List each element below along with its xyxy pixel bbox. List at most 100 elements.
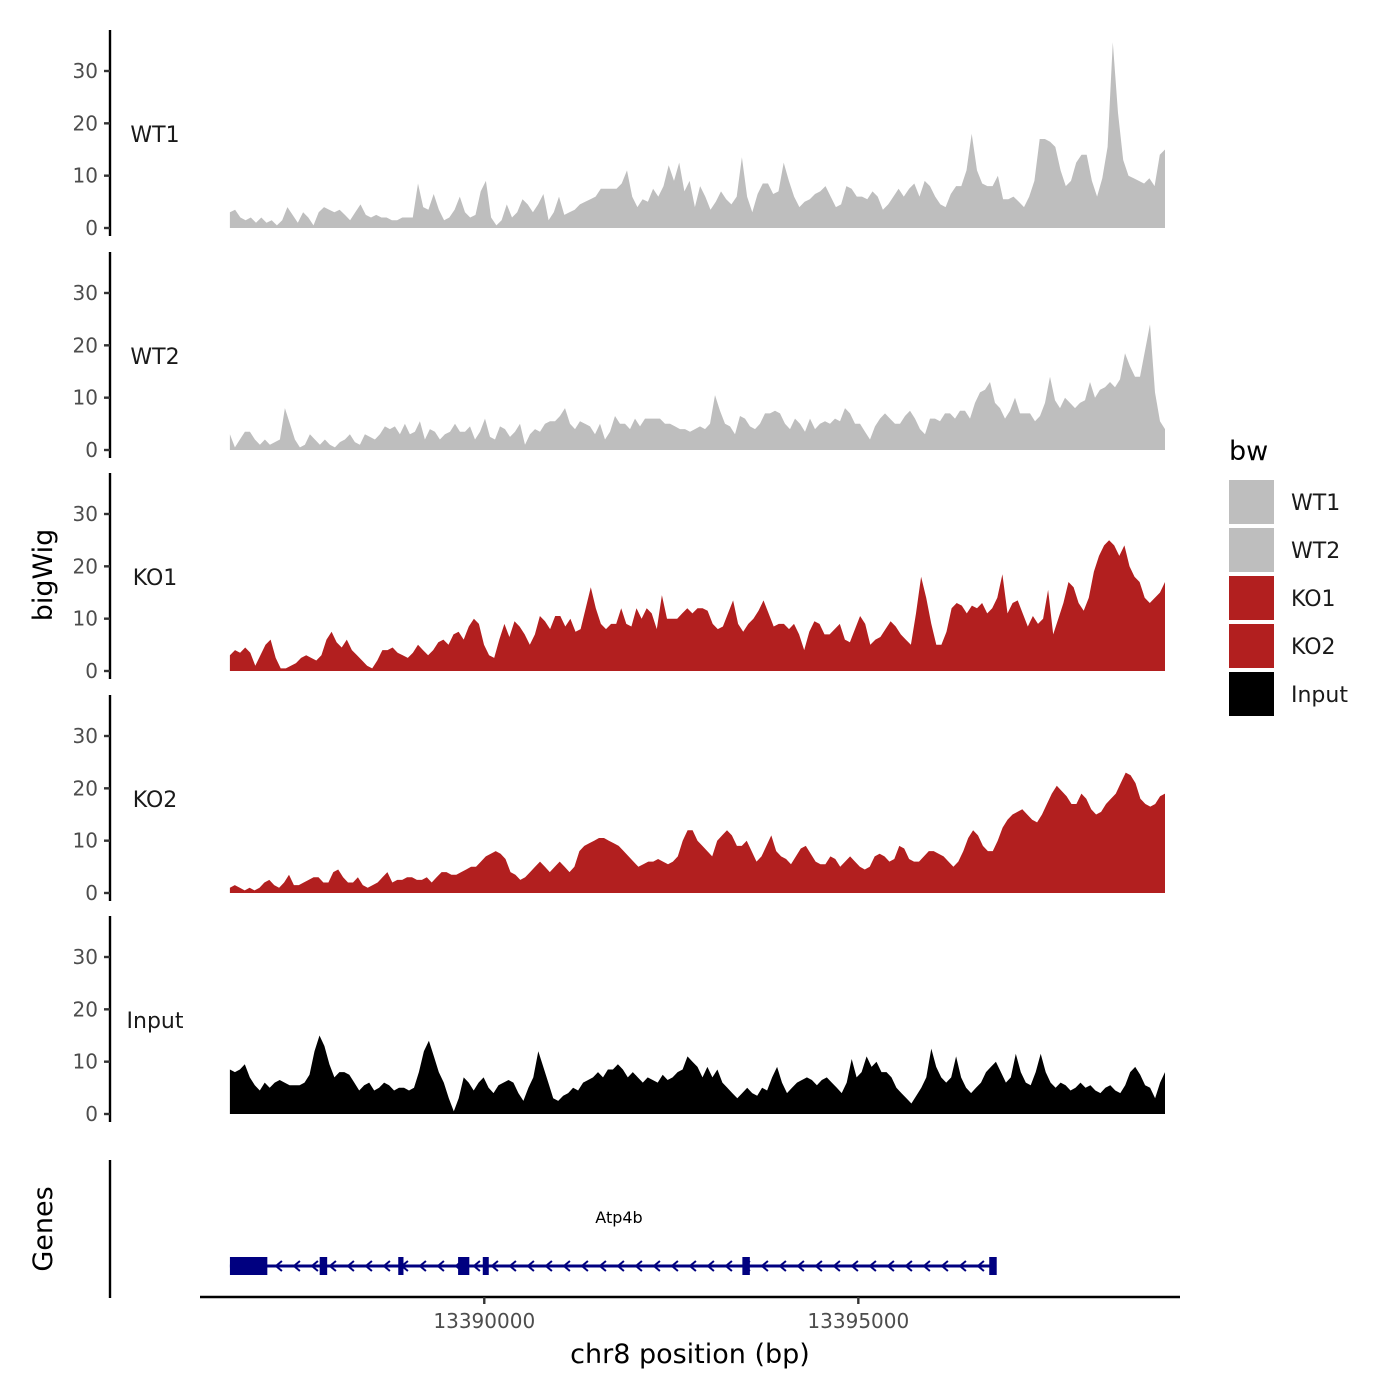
gene-exon <box>319 1257 328 1275</box>
legend-label-wt2: WT2 <box>1291 539 1340 564</box>
track-label-input: Input <box>127 1009 184 1034</box>
track-wt2: 0 10 20 30 WT2 <box>73 252 1165 462</box>
gene-exon <box>229 1257 268 1275</box>
y-tick-label: 20 <box>73 111 98 135</box>
strand-arrow <box>868 1260 877 1272</box>
strand-arrow <box>598 1260 607 1272</box>
area-ko2 <box>229 772 1165 893</box>
track-wt1: 0 10 20 30 WT1 <box>73 30 1165 240</box>
strand-arrow <box>958 1260 967 1272</box>
y-tick-label: 10 <box>73 607 98 631</box>
area-input <box>229 1035 1165 1114</box>
gene-exon <box>398 1257 404 1275</box>
y-tick-label: 30 <box>73 502 98 526</box>
strand-arrow <box>274 1260 283 1272</box>
strand-arrow <box>652 1260 661 1272</box>
track-label-wt1: WT1 <box>130 123 179 148</box>
legend-swatch-wt1 <box>1229 480 1274 524</box>
y-tick-label: 20 <box>73 333 98 357</box>
y-tick-label: 30 <box>73 724 98 748</box>
signal-tracks: 0 10 20 30 WT1 0 10 20 30 WT2 0 10 20 30 KO1 0 10 20 30 KO2… <box>73 30 1165 1126</box>
gene-label: Atp4b <box>595 1208 642 1227</box>
legend-swatch-input <box>1229 672 1274 716</box>
y-tick-label: 20 <box>73 776 98 800</box>
strand-arrow <box>814 1260 823 1272</box>
strand-arrow <box>778 1260 787 1272</box>
x-tick-label: 13395000 <box>807 1309 909 1333</box>
y-tick-label: 0 <box>85 438 98 462</box>
strand-arrow <box>616 1260 625 1272</box>
strand-arrow <box>544 1260 553 1272</box>
area-wt1 <box>229 42 1165 229</box>
legend-label-wt1: WT1 <box>1291 491 1340 516</box>
strand-arrow <box>508 1260 517 1272</box>
strand-arrow <box>724 1260 733 1272</box>
y-tick-label: 30 <box>73 281 98 305</box>
gene-exon <box>742 1257 750 1275</box>
legend-swatch-wt2 <box>1229 528 1274 572</box>
area-wt2 <box>229 324 1165 450</box>
y-tick-label: 0 <box>85 659 98 683</box>
track-ko1: 0 10 20 30 KO1 <box>73 473 1165 683</box>
strand-arrow <box>922 1260 931 1272</box>
strand-arrow <box>904 1260 913 1272</box>
strand-arrow <box>832 1260 841 1272</box>
strand-arrow <box>436 1260 445 1272</box>
strand-arrow <box>760 1260 769 1272</box>
legend-swatch-ko2 <box>1229 624 1274 668</box>
y-axis-title-bigwig: bigWig <box>28 529 59 622</box>
strand-arrow <box>976 1260 985 1272</box>
gene-atp4b: Atp4b <box>229 1208 997 1275</box>
strand-arrow <box>940 1260 949 1272</box>
strand-arrow <box>364 1260 373 1272</box>
y-tick-label: 0 <box>85 881 98 905</box>
y-tick-label: 30 <box>73 59 98 83</box>
gene-panel: Atp4b <box>108 1160 997 1298</box>
legend: bw WT1 WT2 KO1 KO2 Input <box>1229 436 1348 716</box>
y-tick-label: 20 <box>73 997 98 1021</box>
strand-arrow <box>490 1260 499 1272</box>
legend-label-input: Input <box>1291 683 1348 708</box>
strand-arrow <box>562 1260 571 1272</box>
strand-arrow <box>382 1260 391 1272</box>
track-label-ko1: KO1 <box>133 566 178 591</box>
strand-arrow <box>418 1260 427 1272</box>
legend-title: bw <box>1229 436 1268 467</box>
gene-exon <box>458 1257 470 1275</box>
track-ko2: 0 10 20 30 KO2 <box>73 695 1165 905</box>
strand-arrow <box>886 1260 895 1272</box>
y-tick-label: 0 <box>85 1102 98 1126</box>
legend-swatch-ko1 <box>1229 576 1274 620</box>
gene-exon <box>989 1257 997 1275</box>
strand-arrow <box>472 1260 481 1272</box>
x-axis-title: chr8 position (bp) <box>570 1339 810 1370</box>
strand-arrow <box>292 1260 301 1272</box>
track-label-ko2: KO2 <box>133 788 178 813</box>
strand-arrow <box>328 1260 337 1272</box>
legend-label-ko1: KO1 <box>1291 587 1336 612</box>
y-tick-label: 10 <box>73 1050 98 1074</box>
track-label-wt2: WT2 <box>130 345 179 370</box>
area-ko1 <box>229 540 1165 671</box>
x-tick-label: 13390000 <box>433 1309 535 1333</box>
strand-arrow <box>850 1260 859 1272</box>
y-tick-label: 20 <box>73 554 98 578</box>
strand-arrow <box>796 1260 805 1272</box>
y-tick-label: 10 <box>73 386 98 410</box>
strand-arrow <box>706 1260 715 1272</box>
legend-label-ko2: KO2 <box>1291 635 1336 660</box>
strand-arrow <box>688 1260 697 1272</box>
y-tick-label: 30 <box>73 945 98 969</box>
track-input: 0 10 20 30 Input <box>73 916 1165 1126</box>
y-tick-label: 10 <box>73 164 98 188</box>
x-axis: 13390000 13395000 <box>200 1295 1180 1333</box>
gene-exon <box>482 1257 489 1275</box>
y-tick-label: 0 <box>85 216 98 240</box>
y-tick-label: 10 <box>73 829 98 853</box>
strand-arrow <box>670 1260 679 1272</box>
strand-arrow <box>346 1260 355 1272</box>
strand-arrow <box>580 1260 589 1272</box>
strand-arrow <box>310 1260 319 1272</box>
y-axis-title-genes: Genes <box>28 1186 59 1271</box>
